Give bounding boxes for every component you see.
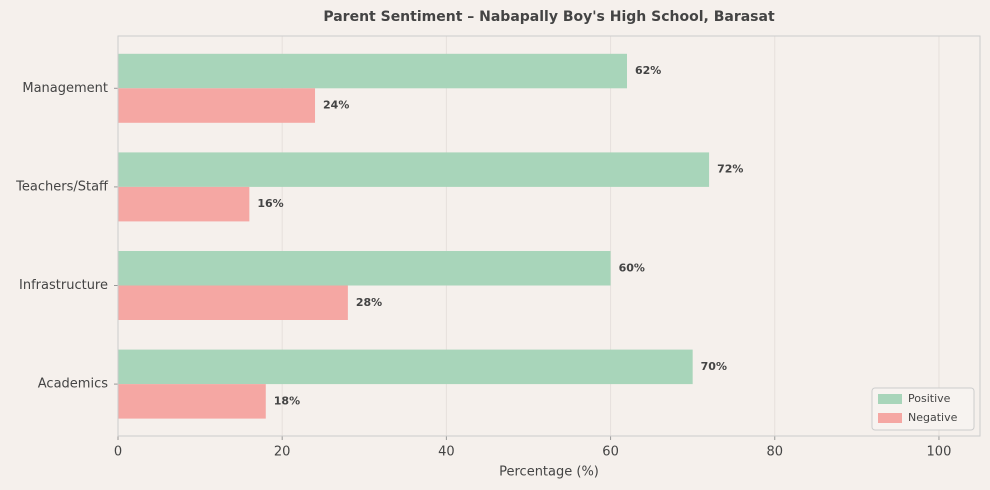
bar bbox=[118, 384, 266, 419]
value-label: 18% bbox=[274, 394, 300, 407]
value-label: 62% bbox=[635, 64, 661, 77]
bar bbox=[118, 186, 250, 222]
bar bbox=[118, 251, 611, 286]
value-label: 16% bbox=[257, 197, 283, 210]
legend-swatch bbox=[878, 413, 902, 423]
x-axis-label: Percentage (%) bbox=[499, 465, 599, 480]
value-label: 24% bbox=[323, 99, 349, 112]
x-tick-label: 100 bbox=[927, 445, 952, 460]
x-tick-label: 80 bbox=[766, 445, 783, 460]
value-label: 72% bbox=[717, 163, 743, 176]
value-label: 28% bbox=[356, 296, 382, 309]
chart-title: Parent Sentiment – Nabapally Boy's High … bbox=[323, 9, 775, 25]
x-tick-label: 0 bbox=[114, 445, 122, 460]
bar bbox=[118, 152, 710, 187]
y-tick-label: Management bbox=[22, 81, 108, 96]
x-tick-label: 40 bbox=[438, 445, 455, 460]
legend-label: Negative bbox=[908, 411, 958, 424]
value-label: 70% bbox=[701, 360, 727, 373]
bar bbox=[118, 285, 348, 320]
bar bbox=[118, 349, 693, 385]
legend-swatch bbox=[878, 394, 902, 404]
x-tick-label: 60 bbox=[602, 445, 619, 460]
plot-frame bbox=[117, 35, 981, 437]
y-tick-label: Teachers/Staff bbox=[15, 179, 109, 194]
bar bbox=[118, 53, 627, 89]
y-tick-label: Infrastructure bbox=[19, 278, 108, 293]
y-tick-label: Academics bbox=[38, 377, 108, 392]
bar bbox=[118, 88, 316, 123]
x-tick-label: 20 bbox=[274, 445, 291, 460]
legend-label: Positive bbox=[908, 392, 951, 405]
value-label: 60% bbox=[619, 261, 645, 274]
